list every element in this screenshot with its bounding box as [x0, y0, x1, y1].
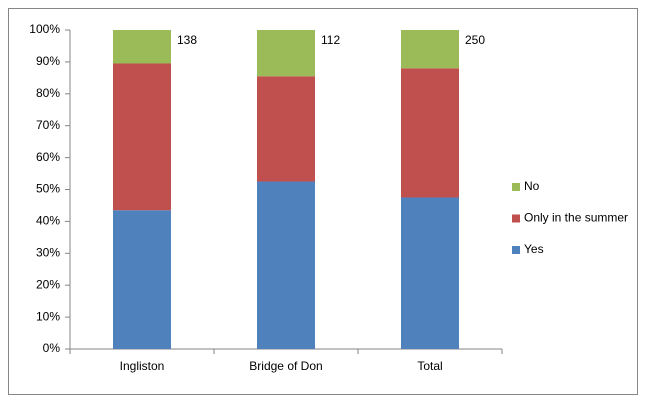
y-tick-label: 20% [36, 277, 60, 291]
bar-segment [113, 210, 171, 349]
y-tick-label: 10% [36, 309, 60, 323]
total-label: 138 [177, 33, 197, 47]
total-label: 250 [465, 33, 485, 47]
chart-border [8, 8, 638, 395]
x-tick-label: Ingliston [120, 359, 165, 373]
bar-segment [401, 30, 459, 69]
y-tick-label: 30% [36, 245, 60, 259]
y-tick-label: 80% [36, 86, 60, 100]
y-tick-label: 0% [43, 341, 61, 355]
bar-segment [401, 197, 459, 349]
total-label: 112 [321, 33, 340, 47]
legend-label: Only in the summer [524, 211, 628, 225]
legend-label: Yes [524, 242, 544, 256]
y-tick-label: 50% [36, 182, 60, 196]
bar-segment [257, 76, 315, 182]
y-tick-label: 40% [36, 214, 60, 228]
legend-label: No [524, 179, 540, 193]
legend-swatch [512, 183, 520, 191]
legend-swatch [512, 214, 520, 223]
legend-swatch [512, 246, 520, 254]
bar-segment [401, 68, 459, 198]
x-tick-label: Bridge of Don [249, 359, 322, 373]
y-tick-label: 100% [29, 22, 60, 36]
bar-segment [257, 30, 315, 77]
y-tick-label: 90% [36, 54, 60, 68]
bar-segment [113, 63, 171, 211]
y-tick-label: 60% [36, 150, 60, 164]
y-tick-label: 70% [36, 118, 60, 132]
bar-segment [257, 181, 315, 349]
x-tick-label: Total [417, 359, 442, 373]
bar-segment [113, 30, 171, 64]
